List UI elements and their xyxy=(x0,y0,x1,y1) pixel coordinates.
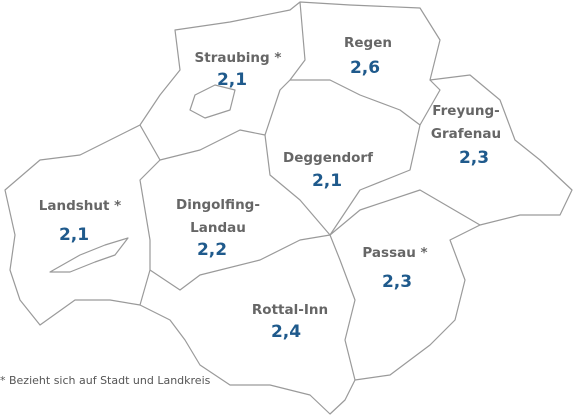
region-name: Deggendorf xyxy=(283,150,373,166)
region-value: 2,6 xyxy=(350,58,380,78)
region-name: Landshut * xyxy=(39,198,121,214)
region-name: Rottal-Inn xyxy=(252,302,328,318)
region-name: Regen xyxy=(344,35,392,51)
region-value: 2,1 xyxy=(312,171,342,191)
lake xyxy=(189,84,236,119)
region-border xyxy=(264,79,421,236)
outer-border xyxy=(4,1,573,415)
region-border xyxy=(329,234,356,381)
region-name: Straubing * xyxy=(195,50,282,66)
region-name: Passau * xyxy=(362,245,427,261)
region-value: 2,4 xyxy=(271,322,301,342)
region-value: 2,2 xyxy=(197,240,227,260)
region-name: Dingolfing- xyxy=(176,197,260,213)
footnote: * Bezieht sich auf Stadt und Landkreis xyxy=(0,374,211,387)
region-border xyxy=(419,79,441,126)
region-name: Grafenau xyxy=(431,126,501,142)
region-name: Landau xyxy=(190,220,246,236)
region-value: 2,1 xyxy=(217,70,247,90)
region-border xyxy=(329,189,481,236)
region-value: 2,1 xyxy=(59,225,89,245)
region-value: 2,3 xyxy=(459,148,489,168)
region-border xyxy=(149,234,331,291)
region-name: Freyung- xyxy=(432,103,499,119)
lake xyxy=(49,237,129,273)
region-value: 2,3 xyxy=(382,272,412,292)
region-border xyxy=(139,159,161,306)
